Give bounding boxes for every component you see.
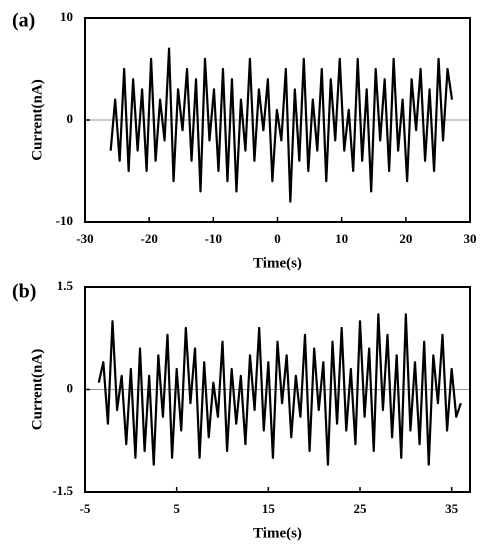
- x-tick-label: 0: [274, 231, 281, 246]
- y-tick-label: 0: [67, 111, 74, 126]
- x-tick-label: 25: [354, 501, 368, 516]
- x-tick-label: 30: [464, 231, 477, 246]
- data-line: [97, 313, 462, 466]
- x-tick-label: 20: [399, 231, 412, 246]
- x-tick-label: 10: [335, 231, 348, 246]
- y-tick-label: -10: [56, 213, 73, 228]
- x-tick-label: 5: [173, 501, 180, 516]
- x-tick-label: -20: [140, 231, 157, 246]
- x-tick-label: 35: [445, 501, 459, 516]
- y-tick-label: -1.5: [52, 483, 73, 498]
- data-line: [109, 47, 454, 203]
- x-tick-label: 15: [262, 501, 276, 516]
- y-tick-label: 0: [67, 380, 74, 395]
- x-tick-label: -30: [76, 231, 93, 246]
- y-tick-label: 1.5: [57, 278, 74, 293]
- y-axis-label: Current(nA): [29, 79, 45, 160]
- x-axis-label: Time(s): [253, 255, 302, 271]
- y-axis-label: Current(nA): [29, 349, 45, 430]
- x-tick-label: -5: [80, 501, 91, 516]
- y-tick-label: 10: [60, 9, 73, 24]
- panel-label: (a): [12, 10, 35, 32]
- x-tick-label: -10: [205, 231, 222, 246]
- panel-label: (b): [12, 281, 36, 303]
- x-axis-label: Time(s): [253, 525, 302, 541]
